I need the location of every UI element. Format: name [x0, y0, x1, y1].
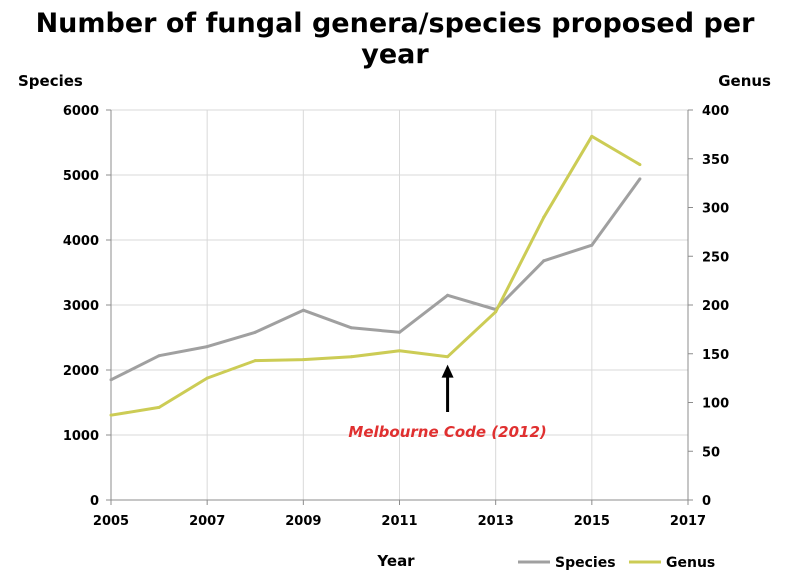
y-right-tick-label: 100 — [702, 397, 729, 412]
data-point-species — [638, 177, 642, 181]
y-left-tick-label: 1000 — [63, 429, 99, 444]
y-left-tick-label: 4000 — [63, 234, 99, 249]
series-line-genus — [110, 134, 641, 417]
data-point-genus — [494, 310, 498, 314]
data-point-genus — [301, 358, 305, 362]
data-point-species — [349, 326, 353, 330]
y-right-tick-label: 300 — [702, 202, 729, 217]
x-tick-label: 2017 — [670, 514, 706, 529]
data-point-species — [398, 330, 401, 334]
data-point-species — [590, 243, 594, 247]
grid-lines — [111, 109, 689, 500]
data-point-genus — [398, 349, 401, 353]
data-point-genus — [638, 163, 642, 167]
legend-label-genus: Genus — [666, 555, 715, 571]
x-tick-label: 2007 — [189, 514, 225, 529]
annotation-arrow-icon — [441, 364, 454, 378]
data-point-genus — [349, 355, 353, 359]
y-axis-left-label: Species — [18, 72, 83, 90]
y-right-tick-label: 350 — [702, 153, 729, 168]
data-point-genus — [157, 405, 161, 409]
legend: Species Genus — [518, 555, 715, 571]
x-tick-label: 2013 — [478, 514, 514, 529]
y-right-tick-label: 400 — [702, 104, 729, 119]
annotation-label: Melbourne Code (2012) — [348, 423, 546, 441]
annotation: Melbourne Code (2012) — [348, 364, 547, 441]
y-right-tick-label: 50 — [702, 445, 720, 460]
legend-label-species: Species — [555, 555, 616, 571]
x-tick-label: 2009 — [285, 514, 321, 529]
x-axis-label: Year — [376, 552, 415, 570]
data-point-genus — [542, 215, 546, 219]
y-left-tick-label: 5000 — [63, 169, 99, 184]
data-point-species — [446, 293, 450, 297]
y-right-tick-label: 0 — [702, 494, 711, 509]
y-right-tick-label: 200 — [702, 299, 729, 314]
data-point-species — [109, 378, 113, 382]
x-tick-label: 2011 — [381, 514, 417, 529]
data-point-species — [542, 259, 546, 263]
y-right-tick-label: 250 — [702, 250, 729, 265]
data-point-genus — [109, 413, 113, 417]
chart-title: Number of fungal genera/species proposed… — [35, 8, 755, 70]
y-axis-right-label: Genus — [718, 72, 771, 90]
y-right-tick-label: 150 — [702, 348, 729, 363]
data-series — [109, 134, 642, 417]
y-left-tick-label: 0 — [90, 494, 99, 509]
data-point-genus — [205, 376, 209, 380]
x-tick-label: 2005 — [93, 514, 129, 529]
y-left-tick-label: 3000 — [63, 299, 99, 314]
data-point-genus — [446, 355, 450, 359]
axes — [106, 109, 693, 505]
data-point-species — [301, 308, 305, 312]
data-point-species — [205, 345, 209, 349]
y-left-tick-label: 2000 — [63, 364, 99, 379]
data-point-species — [253, 330, 257, 334]
data-point-genus — [253, 359, 257, 363]
data-point-genus — [590, 134, 594, 138]
tick-labels: 0 1000 2000 3000 4000 5000 6000 0 50 100 150 200 250… — [63, 104, 729, 529]
data-point-species — [157, 354, 161, 358]
x-tick-label: 2015 — [574, 514, 610, 529]
y-left-tick-label: 6000 — [63, 104, 99, 119]
series-line-species — [110, 178, 642, 382]
